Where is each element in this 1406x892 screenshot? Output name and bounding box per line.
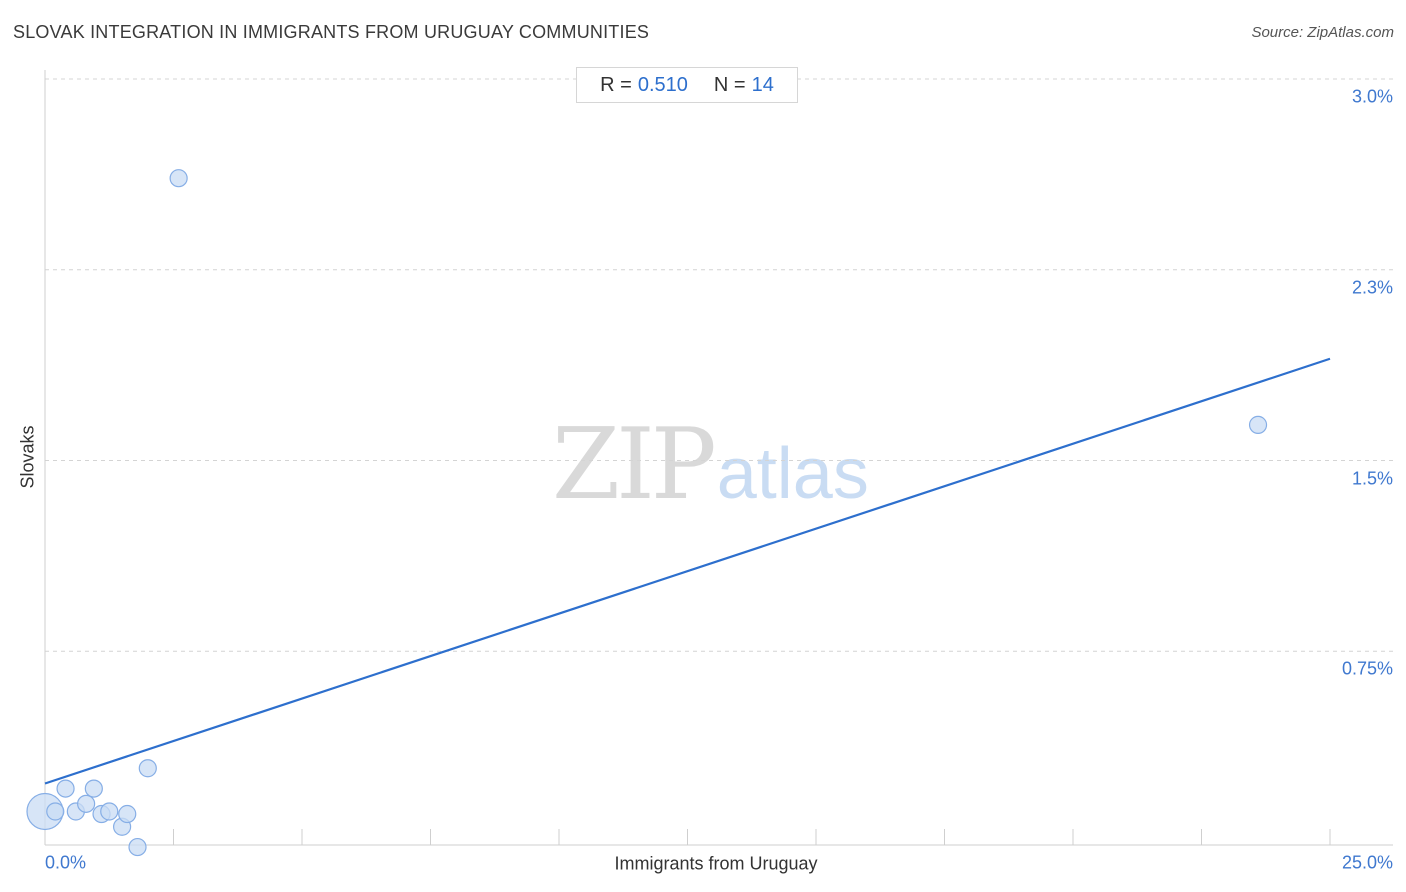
y-axis-label: Slovaks xyxy=(17,425,38,489)
r-label: R = xyxy=(600,73,632,96)
x-axis-label: Immigrants from Uruguay xyxy=(614,853,818,874)
y-tick-label: 1.5% xyxy=(1351,468,1393,488)
source-label: Source: ZipAtlas.com xyxy=(1251,24,1394,41)
x-tick-label-min: 0.0% xyxy=(45,852,87,873)
correlation-stats-box: R = 0.510 N = 14 xyxy=(576,67,798,103)
watermark-atlas: atlas xyxy=(716,434,869,514)
x-axis-ticks xyxy=(173,829,1331,845)
y-tick-label: 3.0% xyxy=(1351,86,1393,107)
r-value: 0.510 xyxy=(637,73,688,96)
data-point[interactable] xyxy=(56,779,75,798)
n-value: 14 xyxy=(751,73,774,96)
data-point[interactable] xyxy=(84,779,103,798)
watermark-zip: ZIP xyxy=(552,408,717,522)
trend-line xyxy=(44,357,1331,785)
y-tick-label: 2.3% xyxy=(1351,277,1393,298)
n-label: N = xyxy=(713,73,746,96)
data-point[interactable] xyxy=(169,169,188,188)
data-point[interactable] xyxy=(118,804,137,824)
x-tick-label-max: 25.0% xyxy=(1341,852,1393,873)
y-tick-label: 0.75% xyxy=(1341,658,1393,679)
data-point[interactable] xyxy=(77,794,96,813)
gridlines xyxy=(45,78,1393,652)
trend-line-group xyxy=(44,357,1331,785)
data-point[interactable] xyxy=(1248,415,1268,434)
data-point[interactable] xyxy=(138,759,157,778)
chart-title: SLOVAK INTEGRATION IN IMMIGRANTS FROM UR… xyxy=(13,22,650,42)
data-point[interactable] xyxy=(100,802,119,821)
data-points xyxy=(26,169,1268,857)
zipatlas-watermark: ZIPatlas xyxy=(552,408,869,522)
data-point[interactable] xyxy=(128,837,147,857)
data-point[interactable] xyxy=(46,802,65,821)
